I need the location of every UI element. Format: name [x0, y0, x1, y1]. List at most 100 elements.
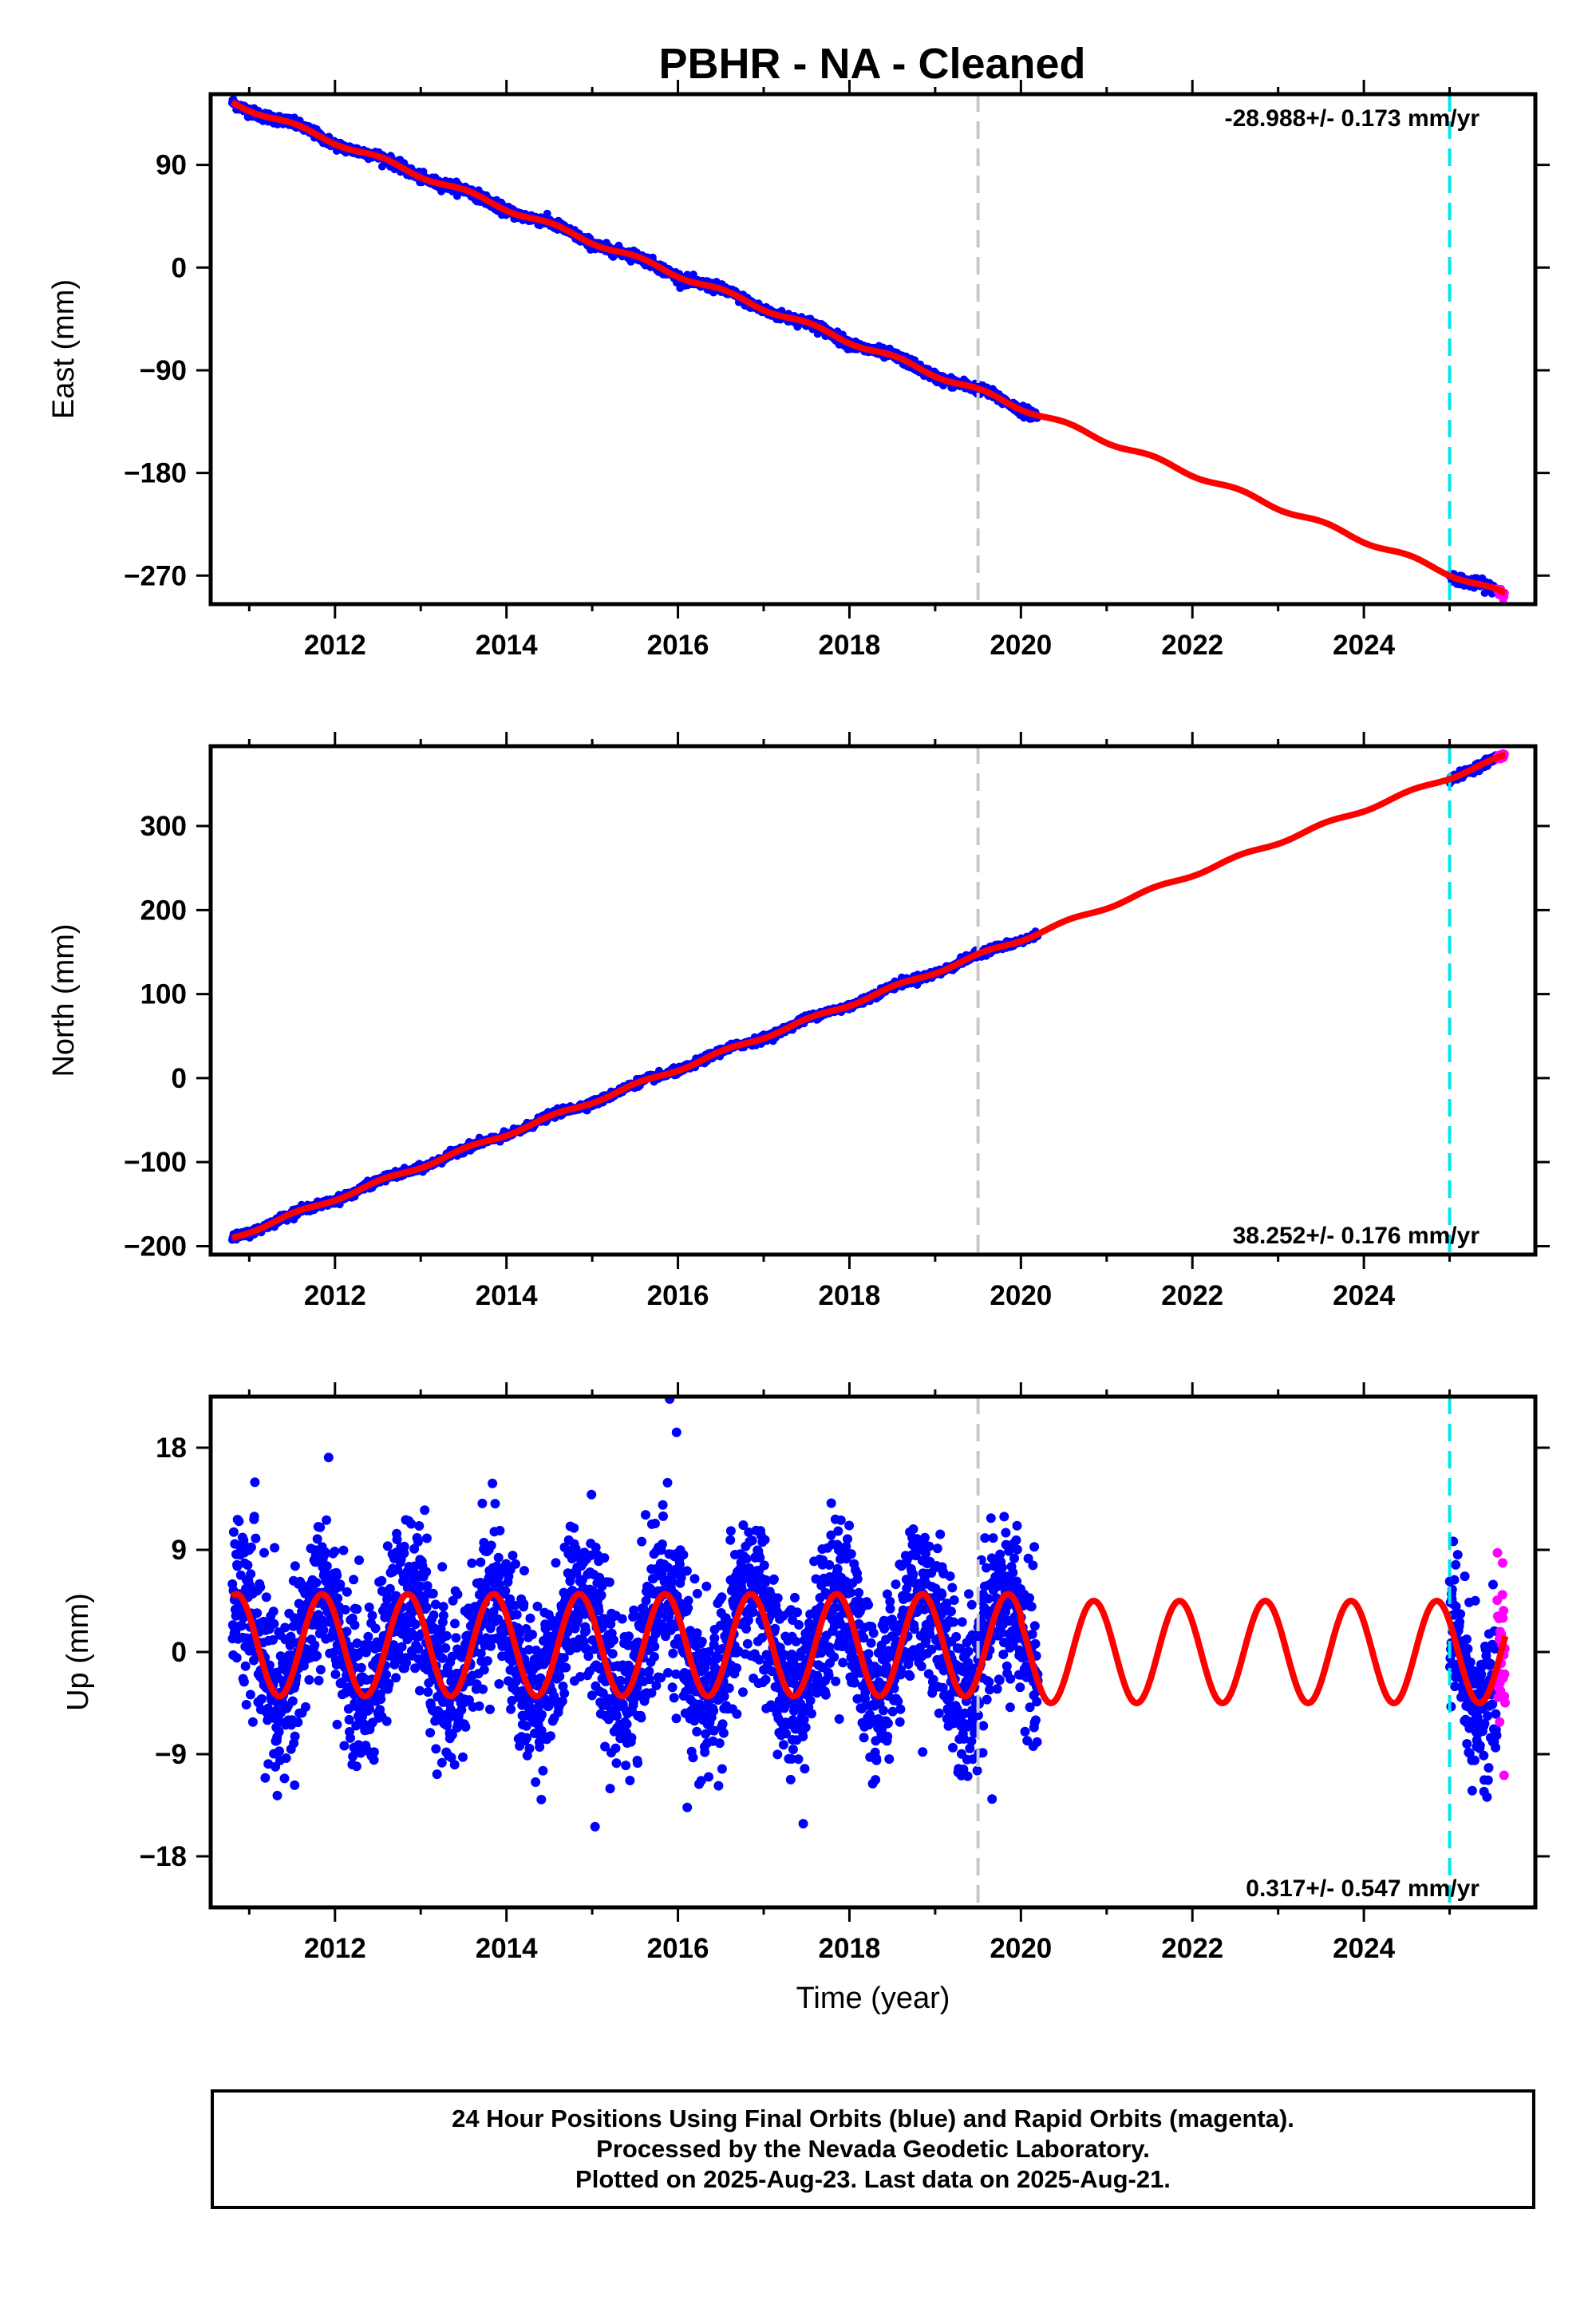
data-point: [246, 1542, 256, 1552]
data-point: [312, 1650, 322, 1661]
data-point: [246, 1569, 256, 1579]
data-point: [251, 1533, 261, 1543]
data-point: [346, 1733, 355, 1743]
data-point: [354, 1555, 364, 1565]
data-point: [311, 1578, 322, 1588]
data-point: [257, 1694, 267, 1704]
main-title: PBHR - NA - Cleaned: [658, 40, 1085, 88]
x-tick-label: 2014: [476, 630, 538, 661]
plot-area-east: [227, 94, 1509, 604]
data-point: [458, 1752, 468, 1762]
y-tick-label: 100: [140, 979, 187, 1010]
data-point: [287, 1696, 298, 1706]
data-point: [231, 1653, 242, 1663]
data-point: [250, 1477, 260, 1488]
data-point: [330, 1670, 341, 1679]
data-point: [438, 1602, 448, 1612]
data-point: [241, 1700, 251, 1709]
data-point: [310, 1640, 320, 1650]
data-point: [425, 1728, 436, 1738]
data-point: [420, 1505, 430, 1516]
data-point: [352, 1604, 362, 1614]
data-point: [322, 1561, 332, 1571]
data-point: [406, 1519, 417, 1529]
data-point: [247, 1717, 258, 1727]
data-point: [333, 1593, 343, 1603]
panel-up: 2012 2014 2016 2018 2020 2022 20241890−9−18Up …: [61, 1382, 1550, 2015]
data-point: [381, 1670, 391, 1680]
data-point: [269, 1618, 279, 1629]
data-point: [428, 1588, 438, 1599]
data-point: [349, 1575, 359, 1585]
data-point: [423, 1687, 433, 1697]
x-tick-label: 2018: [819, 630, 881, 661]
data-point: [369, 1747, 379, 1757]
data-point: [281, 1753, 291, 1763]
data-point: [259, 1547, 269, 1558]
data-point: [240, 1661, 251, 1671]
data-point: [377, 1575, 387, 1586]
data-point: [356, 1662, 366, 1673]
data-point: [272, 1790, 282, 1800]
data-point: [421, 1533, 432, 1543]
data-point: [323, 1452, 334, 1463]
data-point: [228, 1527, 239, 1537]
data-point: [440, 1643, 451, 1653]
x-tick-label: 2022: [1161, 630, 1223, 661]
data-point: [414, 1521, 425, 1531]
data-point: [249, 1512, 259, 1522]
model-curve: [229, 751, 1508, 1241]
y-tick-label: 0: [172, 1063, 187, 1094]
data-point: [290, 1780, 300, 1790]
data-point: [363, 1631, 373, 1642]
data-point: [332, 1571, 342, 1580]
data-point: [410, 1619, 421, 1630]
data-point: [432, 1769, 442, 1780]
data-point: [350, 1620, 360, 1630]
x-tick-label: 2018: [819, 1280, 881, 1311]
x-tick-label: 2012: [304, 1280, 366, 1311]
panel-east: 2012 2014 2016 2018 2020 2022 2024900−90−180−2…: [47, 80, 1550, 661]
data-point: [275, 1746, 284, 1757]
data-point: [315, 1522, 326, 1532]
y-tick-label: −100: [124, 1147, 187, 1178]
data-point: [438, 1611, 448, 1621]
data-point: [437, 1757, 447, 1768]
data-point: [255, 1582, 266, 1592]
data-point: [376, 1694, 386, 1705]
data-point: [364, 1603, 374, 1612]
data-point: [351, 1761, 361, 1772]
data-point: [415, 1686, 425, 1696]
data-point: [239, 1677, 249, 1687]
data-point: [452, 1589, 463, 1599]
x-tick-label: 2014: [476, 1280, 538, 1311]
data-point: [441, 1630, 452, 1641]
plot-area-north: [227, 746, 1509, 1255]
data-point: [340, 1605, 350, 1614]
data-point: [370, 1623, 381, 1634]
rate-label: 38.252+/- 0.176 mm/yr: [1233, 1223, 1480, 1249]
y-axis-title: North (mm): [47, 923, 81, 1077]
data-point: [391, 1673, 401, 1683]
model-curve: [229, 99, 1508, 596]
data-point: [280, 1622, 290, 1633]
data-point: [342, 1587, 352, 1597]
panel-north: 2012 2014 2016 2018 2020 2022 20243002001000−1…: [47, 732, 1550, 1311]
data-point: [330, 1547, 340, 1556]
y-tick-label: 300: [140, 811, 187, 842]
data-point: [268, 1607, 279, 1617]
x-tick-label: 2022: [1161, 1280, 1223, 1311]
data-point: [413, 1536, 423, 1547]
data-point: [437, 1562, 448, 1572]
data-point: [234, 1516, 244, 1527]
x-tick-label: 2016: [647, 1280, 709, 1311]
data-point: [399, 1541, 409, 1551]
y-tick-label: −270: [124, 560, 187, 591]
data-point: [274, 1727, 284, 1737]
x-tick-label: 2020: [990, 630, 1052, 661]
rate-label: -28.988+/- 0.173 mm/yr: [1225, 105, 1480, 132]
y-tick-label: 90: [156, 150, 187, 181]
y-tick-label: 0: [172, 252, 187, 283]
data-point: [304, 1674, 314, 1685]
data-point: [335, 1579, 346, 1590]
